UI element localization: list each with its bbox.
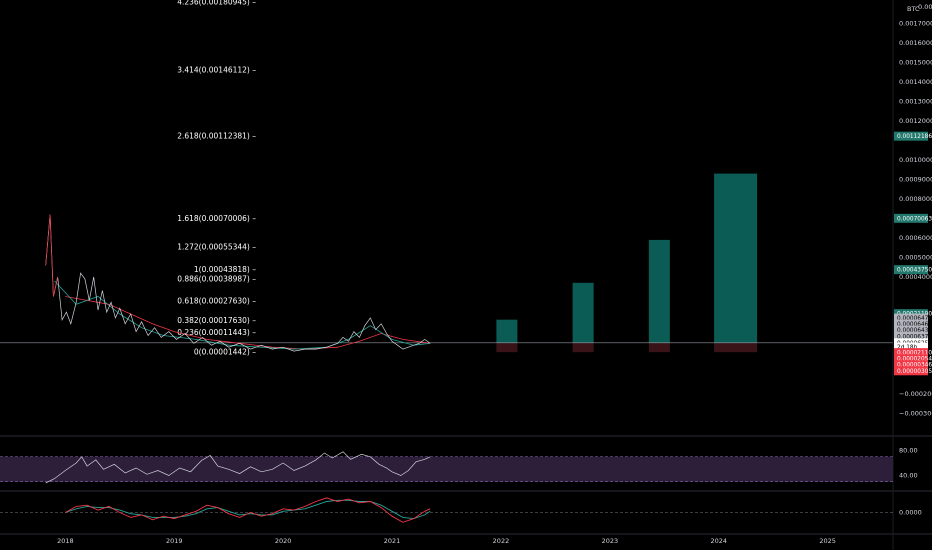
projection-bar-1[interactable] <box>496 319 518 343</box>
fib-level-label: 2.618(0.00112381) – <box>177 131 256 140</box>
x-axis-tick-label: 2022 <box>493 537 510 545</box>
price-tag[interactable] <box>894 342 928 352</box>
chart-header: BTC 0.00 <box>907 3 932 13</box>
y-axis-tick-label: 0.00120000 <box>899 117 932 125</box>
x-axis-tick-label: 2021 <box>384 537 401 545</box>
projection-bar-risk-1[interactable] <box>496 342 518 353</box>
fib-level-label: 0.382(0.00017630) – <box>177 316 256 325</box>
fib-level-label: 0.886(0.00038987) – <box>177 274 256 283</box>
osc-fast-line <box>65 497 431 523</box>
price-tag[interactable] <box>894 131 928 141</box>
price-tag[interactable] <box>894 319 928 329</box>
projection-bar-risk-3[interactable] <box>648 342 670 353</box>
y-axis-tick-label: −0.00030000 <box>899 409 932 417</box>
price-tag-label: 0.00006373 <box>897 334 932 340</box>
x-axis-tick-label: 2019 <box>166 537 183 545</box>
fib-level-label: 0.236(0.00011443) – <box>177 328 256 337</box>
price-tag[interactable] <box>894 325 928 335</box>
x-axis-tick-label: 2023 <box>602 537 619 545</box>
y-axis-tick-label: 0.00040000 <box>899 273 932 281</box>
price-tag-label: 0.00070063 <box>897 216 932 222</box>
rsi-tick-label: 40.00 <box>899 472 918 480</box>
fib-level-label: 4.236(0.00180945) – <box>177 0 256 7</box>
y-axis-tick-label: 0.00100000 <box>899 156 932 164</box>
rsi-pane[interactable]: 80.00 40.00 <box>0 447 918 484</box>
rsi-line <box>45 451 431 484</box>
y-axis-tick-label: 0.00150000 <box>899 58 932 66</box>
x-axis-tick-label: 2024 <box>710 537 727 545</box>
y-axis-tick-label: 0.00080000 <box>899 195 932 203</box>
price-tag-label: 0.00002110 <box>897 351 932 357</box>
price-tag-label: 0.00043750 <box>897 268 932 274</box>
currency-tag: BTC <box>907 5 920 13</box>
rsi-tick-label: 80.00 <box>899 447 918 455</box>
y-axis-tick-label: 0.00130000 <box>899 97 932 105</box>
price-line <box>45 214 431 352</box>
fib-level-label: 3.414(0.00146112) – <box>177 65 256 74</box>
x-axis-tick-label: 2018 <box>57 537 74 545</box>
price-tag-label: 2d 18h <box>897 345 918 351</box>
y-axis-tick-label: 0.00140000 <box>899 78 932 86</box>
top-right-value: 0.00 <box>918 3 932 11</box>
x-axis-tick-label: 2020 <box>275 537 292 545</box>
price-tag[interactable] <box>894 366 928 376</box>
fib-level-label: 0.618(0.00027630) – <box>177 297 256 306</box>
x-axis-tick-label: 2025 <box>819 537 836 545</box>
price-tag[interactable] <box>894 213 928 223</box>
price-tag-label: 0.00000305 <box>897 369 932 375</box>
time-axis[interactable]: 2018 2019 2020 2021 2022 2023 2024 2025 <box>57 537 836 545</box>
y-axis-tick-label: 0.00170000 <box>899 19 932 27</box>
y-axis-tick-label: 0.00050000 <box>899 253 932 261</box>
price-tag[interactable] <box>894 360 928 370</box>
price-tag-label: 0.00002054 <box>897 357 932 363</box>
y-axis-tick-label: 0.00090000 <box>899 175 932 183</box>
price-tag-label: 0.00000346 <box>897 363 932 369</box>
price-line-initial <box>45 214 59 297</box>
price-tag-label: 0.00112186 <box>897 134 932 140</box>
rsi-band <box>0 456 893 482</box>
price-tag-label: 0.00006473 <box>897 316 932 322</box>
fib-level-label: 1(0.00043818) – <box>194 265 256 274</box>
y-axis-tick-label: −0.00020000 <box>899 390 932 398</box>
price-tag-label: 0.00006437 <box>897 328 932 334</box>
price-tag[interactable] <box>894 265 928 275</box>
price-tag[interactable] <box>894 348 928 358</box>
fib-level-label: 1.272(0.00055344) – <box>177 243 256 252</box>
y-axis-tick-label: 0.00160000 <box>899 39 932 47</box>
price-tag[interactable] <box>894 331 928 341</box>
projection-bar-2[interactable] <box>572 282 594 343</box>
fib-level-label: 0(0.00001442) – <box>194 348 256 357</box>
projection-bar-3[interactable] <box>648 239 670 343</box>
projection-bar-risk-4[interactable] <box>714 342 758 353</box>
price-tag[interactable] <box>894 354 928 364</box>
projection-bar-4[interactable] <box>714 173 758 343</box>
y-axis-tick-label: 0.00060000 <box>899 234 932 242</box>
price-tag[interactable] <box>894 313 928 323</box>
osc-slow-line <box>65 499 431 520</box>
fib-level-label: 1.618(0.00070006) – <box>177 214 256 223</box>
price-tag-label: 0.00006463 <box>897 322 932 328</box>
osc-tick-label: 0.0000 <box>899 509 922 517</box>
oscillator-pane[interactable]: 0.0000 <box>0 497 922 523</box>
projection-bar-risk-2[interactable] <box>572 342 594 353</box>
